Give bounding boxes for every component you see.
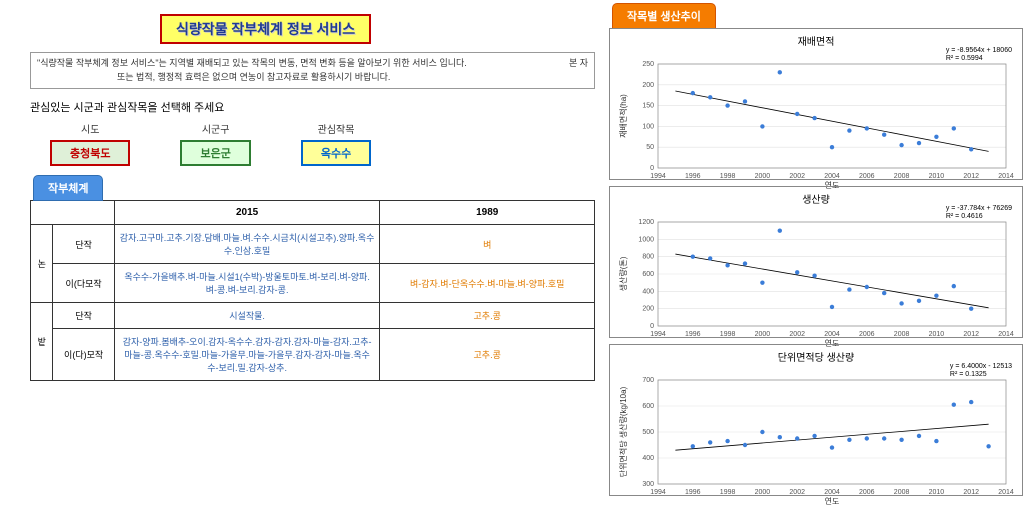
svg-text:2002: 2002 (789, 331, 805, 338)
chart-equation: y = -37.784x + 76269R² = 0.4616 (946, 205, 1012, 222)
crop-select[interactable]: 옥수수 (301, 140, 371, 166)
svg-text:2000: 2000 (755, 173, 771, 180)
svg-text:250: 250 (642, 61, 654, 68)
svg-text:재배면적(ha): 재배면적(ha) (618, 94, 628, 138)
cell-1989: 벼 (380, 225, 595, 264)
chart-1: 생산량 y = -37.784x + 76269R² = 0.461602004… (609, 186, 1023, 338)
svg-text:50: 50 (646, 144, 654, 151)
chart-title: 재배면적 (616, 33, 1016, 48)
crop-type: 단작 (53, 303, 114, 329)
svg-text:2014: 2014 (998, 489, 1014, 496)
cell-1989: 벼-감자.벼-단옥수수.벼-마늘.벼-양파.호밀 (380, 264, 595, 303)
sido-label: 시도 (81, 121, 99, 136)
sigun-label: 시군구 (202, 121, 230, 136)
svg-text:2000: 2000 (755, 489, 771, 496)
svg-text:2008: 2008 (894, 173, 910, 180)
svg-text:생산량(톤): 생산량(톤) (618, 256, 628, 291)
svg-text:1998: 1998 (720, 173, 736, 180)
sigun-select[interactable]: 보은군 (180, 140, 250, 166)
desc-line-1: "식량작물 작부체계 정보 서비스"는 지역별 재배되고 있는 작목의 변동, … (37, 58, 467, 68)
svg-text:0: 0 (650, 323, 654, 330)
svg-text:1996: 1996 (685, 173, 701, 180)
svg-text:2012: 2012 (963, 489, 979, 496)
crop-type: 이(다모작 (53, 264, 114, 303)
chart-title: 생산량 (616, 191, 1016, 206)
svg-text:1996: 1996 (685, 489, 701, 496)
svg-text:600: 600 (642, 403, 654, 410)
svg-text:2014: 2014 (998, 173, 1014, 180)
svg-text:1994: 1994 (650, 173, 666, 180)
svg-text:1994: 1994 (650, 331, 666, 338)
crop-label: 관심작목 (318, 121, 355, 136)
svg-text:2000: 2000 (755, 331, 771, 338)
svg-text:1000: 1000 (638, 236, 654, 243)
svg-text:2010: 2010 (929, 489, 945, 496)
svg-text:2008: 2008 (894, 331, 910, 338)
desc-line-2: 또는 법적, 행정적 효력은 없으며 연농이 참고자료로 활용하시기 바랍니다. (117, 72, 390, 82)
svg-text:2002: 2002 (789, 489, 805, 496)
svg-text:500: 500 (642, 429, 654, 436)
chart-equation: y = 6.4000x - 12513R² = 0.1325 (950, 363, 1012, 380)
tab-cropping-system[interactable]: 작부체계 (34, 176, 102, 200)
left-panel: 식량작물 작부체계 정보 서비스 "식량작물 작부체계 정보 서비스"는 지역별… (0, 0, 605, 505)
right-panel: 작목별 생산추이 재배면적 y = -8.9564x + 18060R² = 0… (605, 0, 1035, 505)
description-box: "식량작물 작부체계 정보 서비스"는 지역별 재배되고 있는 작목의 변동, … (30, 52, 595, 89)
cell-2015: 감자.고구마.고추.기장.담배.마늘.벼.수수.시금치(시설고추).양파.옥수수… (114, 225, 380, 264)
svg-text:2006: 2006 (859, 173, 875, 180)
cell-2015: 시설작물. (114, 303, 380, 329)
cell-2015: 옥수수-가을배추.벼-마늘.시설1(수박)-방울토마토.벼-보리.벼-양파.벼-… (114, 264, 380, 303)
crop-type: 단작 (53, 225, 114, 264)
svg-text:1200: 1200 (638, 219, 654, 226)
tab-production-trend[interactable]: 작목별 생산추이 (613, 4, 715, 28)
selector-row: 시도 충청북도 시군구 보은군 관심작목 옥수수 (50, 121, 595, 166)
service-title: 식량작물 작부체계 정보 서비스 (160, 14, 371, 44)
svg-text:400: 400 (642, 455, 654, 462)
chart-equation: y = -8.9564x + 18060R² = 0.5994 (946, 47, 1012, 64)
svg-text:0: 0 (650, 165, 654, 172)
svg-text:600: 600 (642, 271, 654, 278)
svg-text:800: 800 (642, 254, 654, 261)
svg-text:2006: 2006 (859, 489, 875, 496)
svg-text:200: 200 (642, 306, 654, 313)
svg-text:150: 150 (642, 103, 654, 110)
svg-text:1996: 1996 (685, 331, 701, 338)
chart-title: 단위면적당 생산량 (616, 349, 1016, 364)
col-1989: 1989 (380, 201, 595, 225)
svg-text:2010: 2010 (929, 173, 945, 180)
row-group: 밭 (31, 303, 53, 381)
svg-text:2002: 2002 (789, 173, 805, 180)
svg-text:1994: 1994 (650, 489, 666, 496)
svg-text:2004: 2004 (824, 489, 840, 496)
svg-text:200: 200 (642, 82, 654, 89)
chart-2: 단위면적당 생산량 y = 6.4000x - 12513R² = 0.1325… (609, 344, 1023, 496)
instruction-text: 관심있는 시군과 관심작목을 선택해 주세요 (30, 99, 595, 115)
cropping-table: 2015 1989 논단작감자.고구마.고추.기장.담배.마늘.벼.수수.시금치… (30, 200, 595, 381)
cell-1989: 고추.콩 (380, 303, 595, 329)
svg-text:2004: 2004 (824, 173, 840, 180)
svg-text:1998: 1998 (720, 331, 736, 338)
svg-text:2014: 2014 (998, 331, 1014, 338)
svg-text:1998: 1998 (720, 489, 736, 496)
svg-text:2004: 2004 (824, 331, 840, 338)
svg-text:400: 400 (642, 288, 654, 295)
svg-text:2012: 2012 (963, 173, 979, 180)
svg-text:700: 700 (642, 377, 654, 384)
row-group: 논 (31, 225, 53, 303)
desc-right-text: 본 자 (569, 57, 588, 71)
svg-text:2008: 2008 (894, 489, 910, 496)
cell-2015: 감자-양파.봄배추-오이.감자-옥수수.감자-감자.감자-마늘-감자.고추-마늘… (114, 329, 380, 381)
sido-select[interactable]: 충청북도 (50, 140, 130, 166)
svg-text:단위면적당 생산량(kg/10a): 단위면적당 생산량(kg/10a) (618, 386, 628, 477)
svg-text:100: 100 (642, 123, 654, 130)
cell-1989: 고추.콩 (380, 329, 595, 381)
svg-text:2010: 2010 (929, 331, 945, 338)
svg-text:300: 300 (642, 481, 654, 488)
crop-type: 이(다)모작 (53, 329, 114, 381)
chart-0: 재배면적 y = -8.9564x + 18060R² = 0.5994 0 50 1… (609, 28, 1023, 180)
col-2015: 2015 (114, 201, 380, 225)
svg-text:2006: 2006 (859, 331, 875, 338)
svg-text:2012: 2012 (963, 331, 979, 338)
